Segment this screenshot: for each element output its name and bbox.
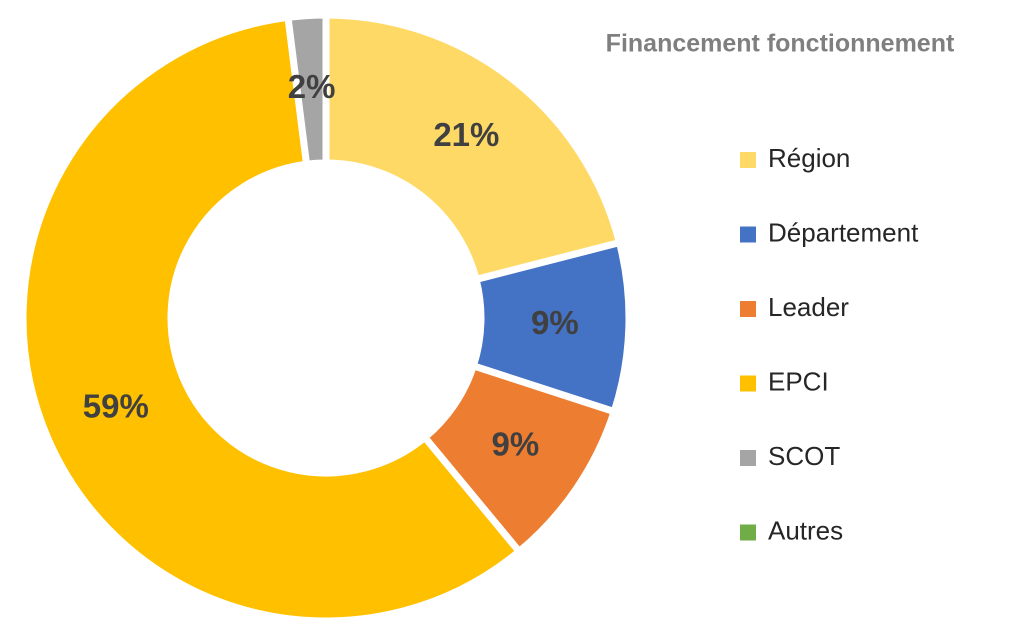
data-label: 9% [531, 304, 579, 341]
chart-title: Financement fonctionnement [606, 30, 955, 58]
legend-label: Département [768, 217, 919, 247]
legend-label: EPCI [768, 366, 829, 396]
legend-swatch [740, 375, 756, 392]
slice [322, 11, 624, 284]
legend-swatch [740, 524, 756, 541]
legend-label: Région [768, 143, 850, 173]
data-label: 21% [433, 116, 499, 153]
data-label: 59% [83, 388, 149, 425]
legend-swatch [740, 301, 756, 317]
legend-label: Leader [768, 292, 849, 322]
legend-swatch [740, 450, 756, 466]
legend-swatch [740, 226, 756, 243]
legend-swatch [740, 152, 756, 168]
data-label: 2% [288, 68, 336, 105]
slice [284, 11, 330, 169]
slice [19, 13, 525, 625]
data-label: 9% [492, 425, 540, 462]
legend-label: Autres [768, 515, 843, 545]
legend-label: SCOT [768, 441, 840, 471]
